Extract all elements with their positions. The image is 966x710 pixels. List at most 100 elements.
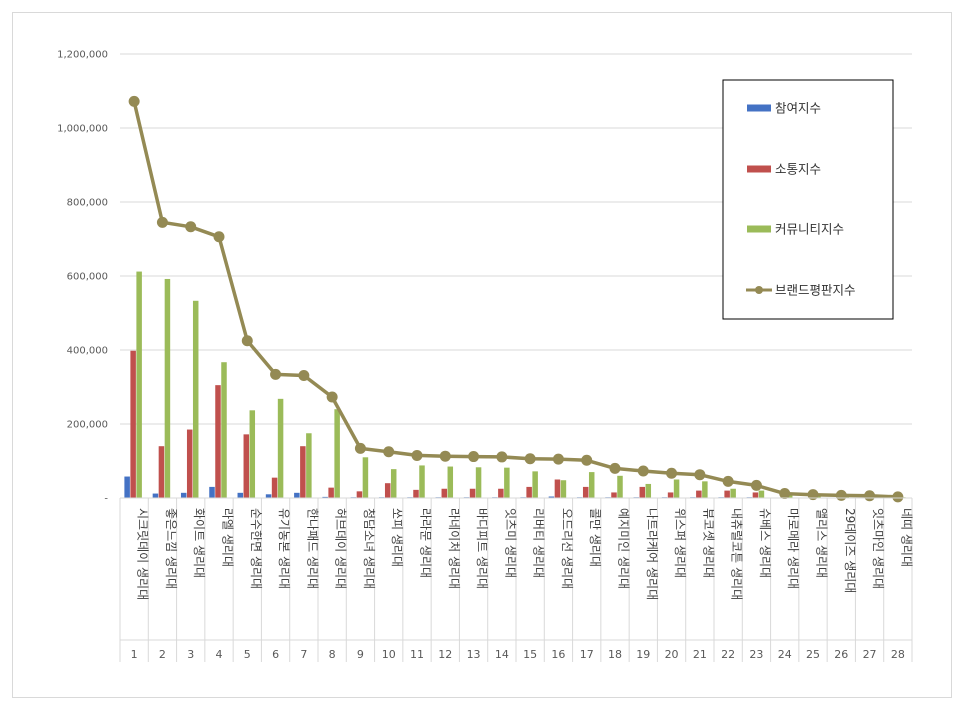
y-tick-label: 1,000,000 — [57, 124, 108, 135]
brand-index-point-1 — [128, 95, 140, 107]
bar-3-3 — [192, 300, 199, 498]
bar-2-2 — [158, 446, 165, 498]
x-rank-label: 27 — [863, 648, 877, 661]
bar-2-1 — [130, 350, 136, 498]
x-category-label: 잇츠미 생리대 — [503, 508, 517, 578]
bar-3-1 — [136, 271, 142, 498]
bar-1-3 — [180, 492, 187, 498]
bar-1-1 — [124, 476, 130, 498]
legend-label-2: 소통지수 — [775, 162, 821, 177]
bar-3-22 — [730, 488, 736, 498]
bar-3-8 — [334, 409, 340, 498]
bar-3-13 — [475, 467, 482, 498]
bar-2-18 — [611, 492, 617, 498]
x-category-label: 청담소녀 생리대 — [362, 508, 376, 589]
brand-index-line — [128, 95, 904, 503]
x-category-label: 앨리스 생리대 — [815, 508, 829, 578]
bar-3-18 — [617, 475, 623, 498]
y-tick-label: 200,000 — [67, 420, 108, 431]
bar-3-10 — [390, 469, 397, 498]
bar-1-7 — [294, 492, 300, 498]
bar-2-22 — [724, 490, 730, 498]
brand-index-point-18 — [609, 462, 621, 474]
x-category-label: 오드리선 생리대 — [560, 508, 574, 589]
bar-3-20 — [673, 479, 680, 498]
x-rank-label: 9 — [357, 648, 364, 661]
x-category-label: 네띠 생리대 — [899, 508, 913, 567]
x-rank-label: 6 — [272, 648, 279, 661]
brand-index-point-16 — [552, 453, 564, 465]
x-category-label: 한나패드 생리대 — [305, 508, 319, 589]
x-category-label: 29데이즈 생리대 — [843, 508, 857, 593]
bar-2-16 — [554, 479, 561, 498]
bar-3-4 — [221, 362, 227, 498]
chart-frame — [12, 12, 952, 698]
brand-index-point-19 — [637, 465, 649, 477]
x-rank-label: 14 — [495, 648, 509, 661]
x-category-label: 콜만 생리대 — [588, 508, 602, 567]
brand-index-point-6 — [270, 368, 282, 380]
bar-2-9 — [356, 491, 363, 498]
bar-3-21 — [702, 481, 708, 498]
y-axis: - 200,000 400,000 600,000 800,000 1,000,000 1,… — [57, 50, 108, 505]
brand-index-point-27 — [864, 490, 876, 502]
legend-label-3: 커뮤니티지수 — [775, 222, 844, 237]
bar-2-20 — [667, 492, 674, 498]
bar-1-2 — [152, 493, 159, 498]
y-tick-label: - — [104, 494, 108, 505]
x-category-label: 나트라케어 생리대 — [645, 508, 659, 600]
x-category-label: 라라문 생리대 — [419, 508, 433, 578]
bar-2-6 — [271, 477, 278, 498]
x-category-label: 허브데이 생리대 — [334, 508, 348, 589]
bar-2-7 — [300, 446, 306, 498]
x-rank-label: 16 — [551, 648, 565, 661]
bar-3-19 — [645, 483, 652, 498]
x-rank-label: 5 — [244, 648, 251, 661]
brand-index-point-23 — [750, 479, 762, 491]
x-axis: 시크릿데이 생리대 1 좋은느낌 생리대 2 화이트 생리대 3 라엘 생리대 4 순수한면 생… — [119, 497, 913, 662]
bar-1-4 — [209, 486, 215, 498]
bar-3-12 — [447, 466, 454, 498]
x-category-label: 순수한면 생리대 — [249, 508, 263, 589]
brand-index-point-22 — [722, 475, 734, 487]
x-rank-label: 1 — [131, 648, 138, 661]
x-rank-label: 21 — [693, 648, 707, 661]
brand-index-point-20 — [666, 467, 678, 479]
bar-3-5 — [249, 410, 256, 498]
bar-2-19 — [639, 486, 646, 498]
x-rank-label: 20 — [665, 648, 679, 661]
x-category-label: 뷰코셋 생리대 — [701, 508, 715, 578]
brand-index-point-11 — [411, 449, 423, 461]
bar-1-6 — [265, 494, 272, 498]
x-rank-label: 26 — [834, 648, 848, 661]
x-category-label: 유기농본 생리대 — [277, 508, 291, 589]
x-rank-label: 15 — [523, 648, 537, 661]
bar-2-21 — [696, 490, 702, 498]
brand-index-point-21 — [694, 469, 706, 481]
x-rank-label: 12 — [438, 648, 452, 661]
x-rank-label: 11 — [410, 648, 424, 661]
bar-2-5 — [243, 434, 250, 498]
brand-index-line-path — [132, 101, 898, 499]
bar-2-15 — [526, 486, 532, 498]
bar-3-15 — [532, 471, 538, 498]
x-rank-label: 22 — [721, 648, 735, 661]
bar-3-24 — [786, 495, 793, 498]
x-category-label: 화이트 생리대 — [192, 508, 206, 578]
bar-3-14 — [504, 467, 510, 498]
x-rank-label: 8 — [329, 648, 336, 661]
x-category-label: 잇츠마인 생리대 — [871, 508, 885, 589]
x-rank-label: 17 — [580, 648, 594, 661]
x-category-label: 리버티 생리대 — [532, 508, 546, 578]
bar-3-7 — [306, 433, 312, 498]
brand-index-point-9 — [354, 442, 366, 454]
brand-index-point-5 — [241, 335, 253, 347]
x-rank-label: 10 — [382, 648, 396, 661]
x-category-label: 시크릿데이 생리대 — [136, 508, 150, 600]
bar-1-8 — [322, 496, 328, 498]
y-tick-label: 1,200,000 — [57, 50, 108, 61]
bar-3-2 — [164, 278, 171, 498]
bar-2-17 — [582, 486, 589, 498]
